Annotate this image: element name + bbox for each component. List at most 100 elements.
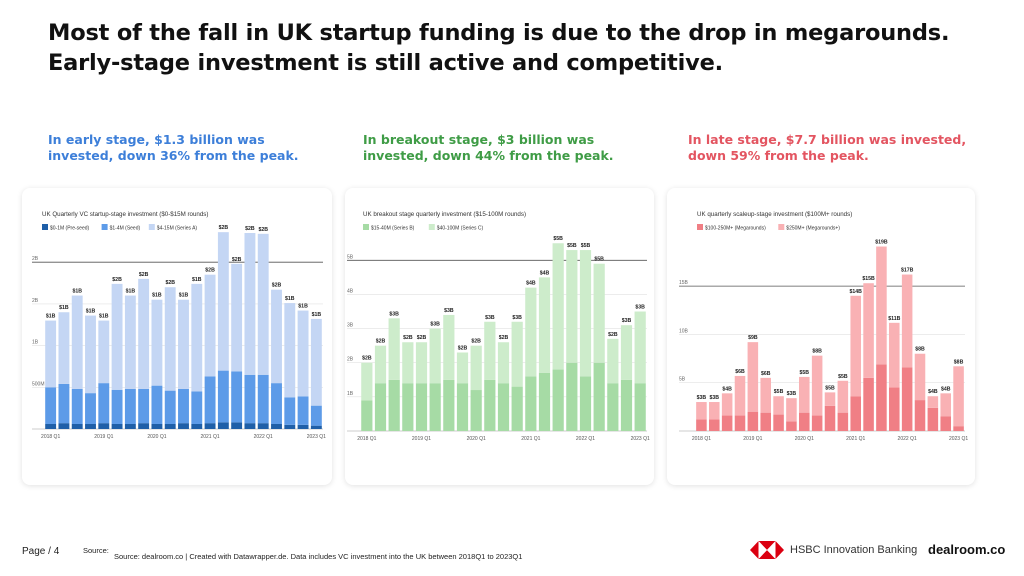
bar-segment: [388, 379, 400, 431]
data-label: $3B: [697, 395, 707, 401]
data-label: $2B: [232, 257, 242, 263]
bar-segment: [310, 425, 322, 429]
legend-label: $1-4M (Seed): [110, 226, 141, 232]
y-tick-label: 15B: [679, 280, 689, 286]
data-label: $1B: [46, 314, 56, 320]
data-label: $3B: [430, 322, 440, 328]
bar-segment: [721, 415, 733, 431]
bar-segment: [124, 423, 136, 429]
bar-segment: [634, 311, 646, 384]
bar-segment: [552, 369, 564, 431]
bar-segment: [734, 415, 746, 431]
bar-segment: [151, 385, 163, 424]
x-tick-label: 2022 Q1: [254, 434, 273, 440]
hsbc-logo: HSBC Innovation Banking: [750, 540, 917, 560]
bar-segment: [415, 383, 428, 431]
y-tick-label: 1B: [32, 340, 39, 346]
y-tick-label: 5B: [679, 377, 686, 383]
bar-segment: [824, 392, 836, 406]
bar-segment: [204, 423, 216, 429]
bar-segment: [85, 393, 96, 424]
bar-segment: [607, 338, 619, 384]
bar-segment: [111, 283, 123, 390]
data-label: $4B: [526, 281, 536, 287]
bar-segment: [310, 405, 322, 426]
bar-segment: [231, 422, 243, 429]
bar-segment: [284, 303, 296, 398]
early-stage-chart-card: UK Quarterly VC startup-stage investment…: [22, 188, 332, 485]
bar-segment: [271, 383, 282, 424]
bar-segment: [824, 405, 836, 431]
bar-segment: [151, 299, 163, 386]
data-label: $1B: [59, 305, 69, 311]
bar-segment: [164, 423, 176, 429]
legend-swatch: [697, 224, 703, 230]
y-tick-label: 2B: [32, 256, 39, 262]
bar-segment: [217, 370, 229, 423]
bar-segment: [297, 310, 309, 397]
data-label: $2B: [205, 268, 215, 274]
data-label: $3B: [512, 315, 522, 321]
bar-segment: [566, 362, 578, 431]
bar-segment: [484, 321, 496, 380]
dealroom-logo: dealroom.co: [928, 542, 1006, 557]
bar-segment: [538, 277, 551, 373]
bar-segment: [429, 328, 441, 384]
x-tick-label: 2021 Q1: [200, 434, 219, 440]
bar-segment: [760, 377, 771, 413]
x-tick-label: 2021 Q1: [521, 436, 540, 442]
bar-segment: [566, 250, 578, 363]
data-label: $2B: [403, 335, 413, 341]
bar-segment: [940, 393, 951, 417]
data-label: $2B: [471, 339, 481, 345]
data-label: $2B: [112, 277, 122, 283]
bar-segment: [98, 383, 110, 424]
bar-segment: [721, 393, 733, 416]
legend-label: $4-15M (Series A): [157, 226, 198, 232]
bar-segment: [361, 400, 373, 431]
bar-segment: [456, 383, 469, 431]
data-label: $3B: [389, 311, 399, 317]
data-label: $3B: [622, 318, 632, 324]
bar-segment: [914, 400, 926, 431]
y-tick-label: 2B: [32, 298, 39, 304]
bar-segment: [863, 283, 874, 378]
data-label: $8B: [954, 359, 964, 365]
data-label: $2B: [165, 280, 175, 286]
early-stage-chart: UK Quarterly VC startup-stage investment…: [32, 211, 326, 440]
data-label: $5B: [800, 370, 810, 376]
bar-segment: [443, 314, 455, 380]
bar-segment: [388, 318, 400, 380]
y-tick-label: 2B: [347, 357, 354, 363]
bar-segment: [889, 387, 900, 431]
bar-segment: [244, 374, 256, 424]
bar-segment: [178, 299, 189, 389]
data-label: $8B: [812, 349, 822, 355]
y-tick-label: 10B: [679, 328, 689, 334]
y-tick-label: 500M: [32, 381, 45, 387]
data-label: $9B: [748, 335, 758, 341]
bar-segment: [151, 423, 163, 429]
bar-segment: [138, 423, 150, 429]
x-tick-label: 2020 Q1: [147, 434, 166, 440]
bar-segment: [709, 419, 720, 431]
x-tick-label: 2020 Q1: [467, 436, 486, 442]
late-stage-chart-card: UK quarterly scaleup-stage investment ($…: [667, 188, 975, 485]
data-label: $4B: [941, 386, 951, 392]
bar-segment: [191, 391, 203, 424]
bar-segment: [191, 423, 203, 429]
bar-segment: [217, 422, 229, 429]
bar-segment: [71, 423, 83, 429]
data-label: $5B: [825, 385, 835, 391]
bar-segment: [429, 383, 441, 431]
bar-segment: [374, 383, 387, 431]
late-stage-summary: In late stage, $7.7 billion was invested…: [688, 132, 967, 163]
bar-segment: [696, 419, 707, 431]
breakout-stage-chart: UK breakout stage quarterly investment (…: [347, 211, 650, 442]
bar-segment: [837, 412, 849, 431]
legend-swatch: [363, 224, 369, 230]
bar-segment: [204, 376, 216, 424]
data-label: $6B: [735, 369, 745, 375]
bar-segment: [511, 321, 523, 387]
bar-segment: [786, 398, 797, 422]
